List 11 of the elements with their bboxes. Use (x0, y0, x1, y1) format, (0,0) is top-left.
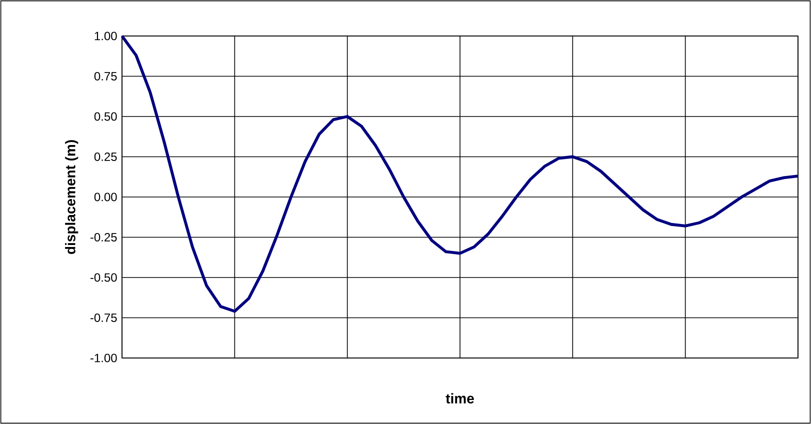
y-tick-label: 0.25 (94, 152, 117, 161)
y-tick-label: -0.50 (90, 273, 117, 282)
y-tick-label: -0.75 (90, 313, 117, 322)
y-tick-label: 0.75 (94, 72, 117, 80)
y-tick-label: 1.00 (94, 32, 117, 40)
y-tick-label: 0.50 (94, 112, 117, 121)
y-axis-title: displacement (m) (65, 140, 78, 254)
y-tick-label: -0.25 (90, 232, 117, 242)
y-tick-label: 0.00 (94, 192, 117, 202)
y-tick-label: -1.00 (90, 354, 117, 362)
x-axis-title: time (446, 393, 474, 404)
